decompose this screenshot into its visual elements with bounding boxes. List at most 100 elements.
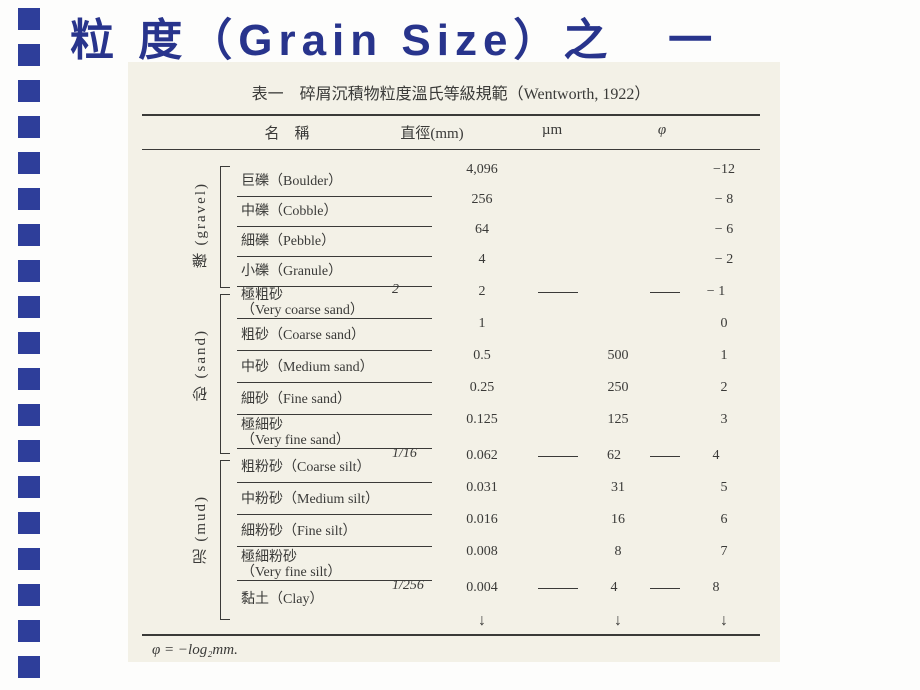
category-label: 泥 (mud) bbox=[190, 495, 211, 569]
boundary-row: 0.031 31 5 bbox=[432, 480, 760, 496]
slide-bullet-strip bbox=[18, 0, 40, 678]
boundary-row: 1/160.062624 bbox=[432, 448, 760, 464]
bullet-square bbox=[18, 296, 40, 318]
dash-line bbox=[538, 456, 578, 457]
table-header-row: 名 稱 直徑(mm) µm φ bbox=[142, 122, 760, 150]
boundary-row: 0.5 500 1 bbox=[432, 348, 760, 364]
bullet-square bbox=[18, 512, 40, 534]
grain-name-cell: 中礫（Cobble） bbox=[237, 198, 432, 227]
bullet-square bbox=[18, 620, 40, 642]
handwritten-annotation: 1/16 bbox=[392, 446, 417, 462]
bullet-square bbox=[18, 80, 40, 102]
boundary-mm: 0.5 bbox=[432, 348, 532, 364]
grain-name-cell: 粗砂（Coarse sand） bbox=[237, 322, 432, 351]
bullet-square bbox=[18, 188, 40, 210]
boundary-row: 22− 1 bbox=[432, 284, 760, 300]
boundary-phi: −12 bbox=[694, 162, 754, 178]
boundary-mm: 0.125 bbox=[432, 412, 532, 428]
boundary-um: 8 bbox=[584, 544, 652, 560]
boundary-mm: 4 bbox=[432, 252, 532, 268]
handwritten-annotation: 1/256 bbox=[392, 578, 424, 594]
boundary-row: 256 − 8 bbox=[432, 192, 760, 208]
header-cell-um: µm bbox=[492, 122, 612, 143]
boundary-mm: 2 bbox=[432, 284, 532, 300]
boundary-mm: 256 bbox=[432, 192, 532, 208]
bullet-square bbox=[18, 584, 40, 606]
handwritten-annotation: 2 bbox=[392, 282, 399, 298]
boundary-phi: 1 bbox=[694, 348, 754, 364]
bullet-square bbox=[18, 404, 40, 426]
boundary-phi: 0 bbox=[694, 316, 754, 332]
grain-name-cell: 中粉砂（Medium silt） bbox=[237, 486, 432, 515]
grain-name-cell: 中砂（Medium sand） bbox=[237, 354, 432, 383]
table-area: 名 稱 直徑(mm) µm φ 礫 (gravel)砂 (sand)泥 (mud… bbox=[142, 114, 760, 636]
bullet-square bbox=[18, 476, 40, 498]
boundary-mm: 0.031 bbox=[432, 480, 532, 496]
boundary-phi: − 2 bbox=[694, 252, 754, 268]
category-bracket bbox=[220, 166, 230, 288]
boundary-row: 0.125 125 3 bbox=[432, 412, 760, 428]
grain-name-cell: 極粗砂 （Very coarse sand） bbox=[237, 290, 432, 319]
table-body: 礫 (gravel)砂 (sand)泥 (mud)巨礫（Boulder）中礫（C… bbox=[142, 150, 760, 628]
grain-name-cell: 極細砂 （Very fine sand） bbox=[237, 420, 432, 449]
boundary-um: 125 bbox=[584, 412, 652, 428]
boundary-um: 62 bbox=[584, 448, 644, 464]
boundary-phi: − 8 bbox=[694, 192, 754, 208]
dash-line bbox=[650, 292, 680, 293]
boundary-phi: 5 bbox=[694, 480, 754, 496]
grain-name-cell: 巨礫（Boulder） bbox=[237, 168, 432, 197]
bullet-square bbox=[18, 116, 40, 138]
phi-formula: φ = −log₂mm. bbox=[142, 642, 760, 659]
slide-title: 粒 度（Grain Size）之 一 bbox=[70, 4, 718, 68]
boundary-um: ↓ bbox=[584, 612, 652, 630]
boundary-mm: 4,096 bbox=[432, 162, 532, 178]
category-label: 砂 (sand) bbox=[190, 329, 211, 406]
boundary-um: 4 bbox=[584, 580, 644, 596]
boundary-row: 0.00887 bbox=[432, 544, 760, 560]
boundary-um: 250 bbox=[584, 380, 652, 396]
dash-line bbox=[650, 456, 680, 457]
grain-name-cell: 細粉砂（Fine silt） bbox=[237, 518, 432, 547]
boundary-row: ↓ ↓ ↓ bbox=[432, 612, 760, 630]
boundary-phi: 8 bbox=[686, 580, 746, 596]
dash-line bbox=[538, 292, 578, 293]
table-figure: 表一 碎屑沉積物粒度溫氏等級規範（Wentworth, 1922） 名 稱 直徑… bbox=[128, 62, 780, 662]
dash-line bbox=[538, 588, 578, 589]
boundary-mm: 0.008 bbox=[432, 544, 532, 560]
boundary-row: 1/2560.00448 bbox=[432, 580, 760, 596]
boundary-phi: 3 bbox=[694, 412, 754, 428]
bullet-square bbox=[18, 656, 40, 678]
boundary-um: 500 bbox=[584, 348, 652, 364]
boundary-mm: 0.062 bbox=[432, 448, 532, 464]
boundary-um: 31 bbox=[584, 480, 652, 496]
header-cell-phi: φ bbox=[612, 122, 712, 143]
grain-name-cell: 小礫（Granule） bbox=[237, 258, 432, 287]
boundary-phi: ↓ bbox=[694, 612, 754, 630]
grain-name-cell: 細礫（Pebble） bbox=[237, 228, 432, 257]
boundary-mm: 0.25 bbox=[432, 380, 532, 396]
bullet-square bbox=[18, 440, 40, 462]
boundary-row: 64− 6 bbox=[432, 222, 760, 238]
bullet-square bbox=[18, 260, 40, 282]
bullet-square bbox=[18, 44, 40, 66]
category-bracket bbox=[220, 294, 230, 454]
bullet-square bbox=[18, 368, 40, 390]
grain-name-cell: 極細粉砂 （Very fine silt） bbox=[237, 552, 432, 581]
bullet-square bbox=[18, 152, 40, 174]
boundary-mm: 1 bbox=[432, 316, 532, 332]
boundary-mm: 0.004 bbox=[432, 580, 532, 596]
bullet-square bbox=[18, 548, 40, 570]
boundary-row: 0.25 250 2 bbox=[432, 380, 760, 396]
boundary-row: 4 − 2 bbox=[432, 252, 760, 268]
bullet-square bbox=[18, 332, 40, 354]
category-bracket bbox=[220, 460, 230, 620]
boundary-phi: 4 bbox=[686, 448, 746, 464]
boundary-phi: 2 bbox=[694, 380, 754, 396]
header-cell-name: 名 稱 bbox=[142, 122, 372, 143]
boundary-row: 0.016166 bbox=[432, 512, 760, 528]
table-caption: 表一 碎屑沉積物粒度溫氏等級規範（Wentworth, 1922） bbox=[142, 80, 760, 104]
boundary-phi: − 1 bbox=[686, 284, 746, 300]
boundary-mm: ↓ bbox=[432, 612, 532, 630]
boundary-um: 16 bbox=[584, 512, 652, 528]
grain-name-cell: 細砂（Fine sand） bbox=[237, 386, 432, 415]
